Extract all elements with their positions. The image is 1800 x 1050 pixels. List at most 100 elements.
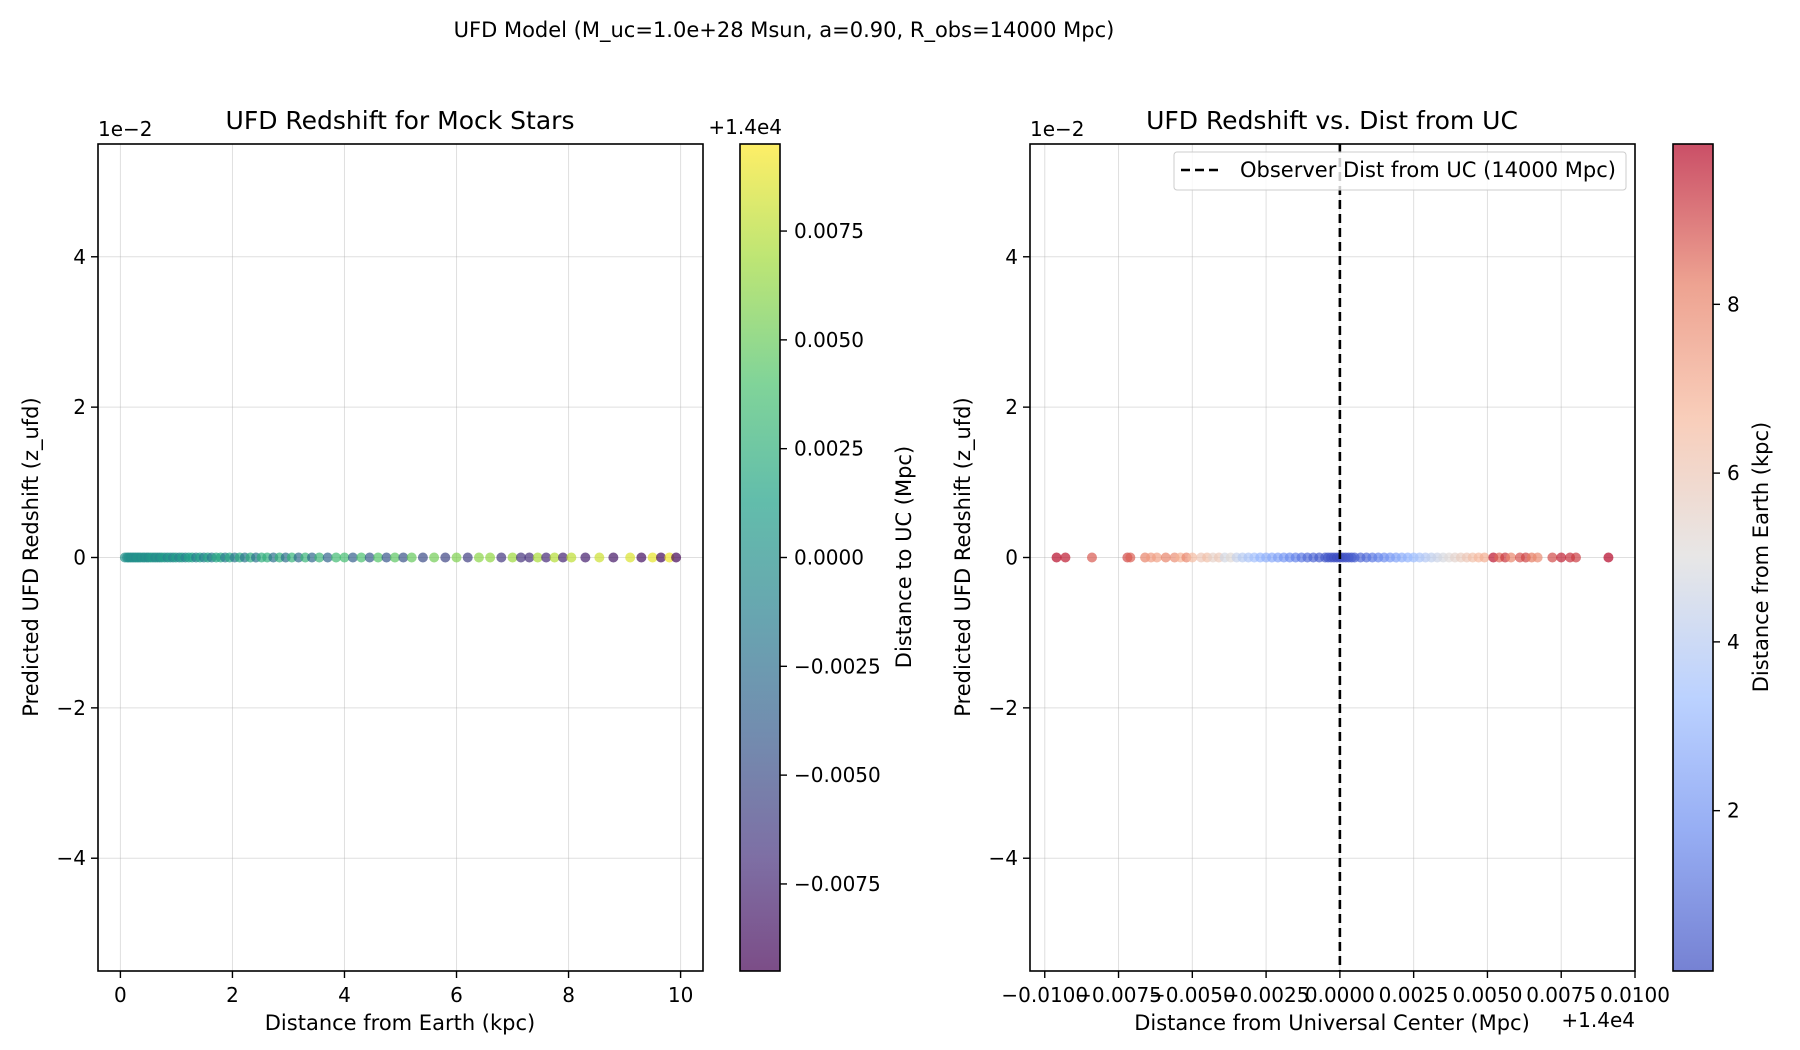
data-point [347, 552, 358, 563]
data-point [541, 552, 552, 563]
x-tick-label: 0.0025 [1379, 983, 1449, 1007]
data-point [462, 552, 473, 563]
colorbar-tick-label: 0.0075 [794, 219, 864, 243]
x-tick-label: 8 [562, 983, 575, 1007]
colorbar-tick-label: 0.0000 [794, 546, 864, 570]
data-point [515, 552, 526, 563]
x-tick-label: −0.0100 [1001, 983, 1088, 1007]
data-point [1086, 552, 1097, 563]
data-point [331, 552, 342, 563]
data-point [549, 552, 560, 563]
data-point [1151, 552, 1162, 563]
colorbar-tick-label: −0.0075 [794, 872, 881, 896]
colorbar-tick-label: 6 [1727, 461, 1740, 485]
data-point [655, 552, 666, 563]
left-xlabel: Distance from Earth (kpc) [265, 1011, 535, 1035]
data-point [566, 552, 577, 563]
x-tick-label: 0.0000 [1305, 983, 1375, 1007]
right-xlabel: Distance from Universal Center (Mpc) [1134, 1011, 1530, 1035]
data-point [636, 552, 647, 563]
data-point [381, 552, 392, 563]
data-point [440, 552, 451, 563]
data-point [306, 552, 317, 563]
x-tick-label: −0.0050 [1149, 983, 1236, 1007]
data-point [671, 552, 682, 563]
y-tick-label: 4 [1005, 245, 1018, 269]
data-point [364, 552, 375, 563]
data-point [398, 552, 409, 563]
data-point [496, 552, 507, 563]
y-tick-label: 4 [73, 245, 86, 269]
data-point [532, 552, 543, 563]
left-panel: 0 2 4 6 8 10 −4 −2 0 2 4 UFD Redshift for Mock St… [19, 106, 704, 1035]
right-colorbar-ticks: 2 4 6 8 [1713, 292, 1740, 823]
y-tick-label: −4 [57, 846, 86, 870]
data-point [1506, 552, 1517, 563]
figure-suptitle: UFD Model (M_uc=1.0e+28 Msun, a=0.90, R_… [454, 18, 1115, 43]
data-point [1570, 552, 1581, 563]
x-tick-label: 4 [338, 983, 351, 1007]
data-point [1060, 552, 1071, 563]
x-tick-label: 0.0050 [1452, 983, 1522, 1007]
data-point [389, 552, 400, 563]
right-colorbar-label: Distance from Earth (kpc) [1749, 422, 1773, 692]
right-colorbar: 2 4 6 8 Distance from Earth (kpc) [1672, 143, 1773, 972]
data-point [507, 552, 518, 563]
data-point [1479, 552, 1490, 563]
data-point [322, 552, 333, 563]
right-points [1051, 552, 1614, 563]
data-point [1556, 552, 1567, 563]
x-tick-label: −0.0025 [1223, 983, 1310, 1007]
colorbar-tick-label: 4 [1727, 630, 1740, 654]
data-point [429, 552, 440, 563]
x-tick-label: −0.0075 [1075, 983, 1162, 1007]
data-point [1051, 552, 1062, 563]
data-point [314, 552, 325, 563]
y-tick-label: 0 [1005, 546, 1018, 570]
data-point [647, 552, 658, 563]
left-colorbar-gradient [739, 143, 781, 972]
data-point [417, 552, 428, 563]
data-point [1532, 552, 1543, 563]
left-y-offset-label: 1e−2 [98, 117, 153, 141]
left-colorbar-ticks: −0.0075 −0.0050 −0.0025 0.0000 0.0025 0.0050 0… [780, 219, 881, 896]
y-tick-label: −2 [57, 696, 86, 720]
left-colorbar-label: Distance to UC (Mpc) [892, 446, 916, 668]
legend-text: Observer Dist from UC (14000 Mpc) [1240, 158, 1616, 182]
x-tick-label: 0 [114, 983, 127, 1007]
x-tick-label: 0.0100 [1600, 983, 1670, 1007]
colorbar-tick-label: −0.0025 [794, 654, 881, 678]
data-point [406, 552, 417, 563]
data-point [580, 552, 591, 563]
data-point [594, 552, 605, 563]
colorbar-tick-label: −0.0050 [794, 763, 881, 787]
left-ylabel: Predicted UFD Redshift (z_ufd) [19, 397, 44, 716]
left-x-ticks: 0 2 4 6 8 10 [114, 971, 693, 1007]
y-tick-label: 0 [73, 546, 86, 570]
legend-box [1173, 151, 1627, 191]
colorbar-tick-label: 8 [1727, 292, 1740, 316]
x-tick-label: 10 [668, 983, 693, 1007]
right-title: UFD Redshift vs. Dist from UC [1146, 106, 1518, 135]
right-x-offset-label: +1.4e4 [1561, 1008, 1635, 1032]
left-colorbar-offset: +1.4e4 [708, 115, 782, 139]
data-point [339, 552, 350, 563]
colorbar-tick-label: 2 [1727, 799, 1740, 823]
data-point [1160, 552, 1171, 563]
data-point [485, 552, 496, 563]
data-point [625, 552, 636, 563]
y-tick-label: −2 [989, 696, 1018, 720]
data-point [557, 552, 568, 563]
right-y-ticks: −4 −2 0 2 4 [989, 245, 1030, 870]
data-point [356, 552, 367, 563]
x-tick-label: 6 [450, 983, 463, 1007]
x-tick-label: 2 [226, 983, 239, 1007]
data-point [451, 552, 462, 563]
right-ylabel: Predicted UFD Redshift (z_ufd) [951, 397, 976, 716]
right-colorbar-gradient [1672, 143, 1714, 972]
left-points [119, 552, 682, 563]
data-point [1547, 552, 1558, 563]
